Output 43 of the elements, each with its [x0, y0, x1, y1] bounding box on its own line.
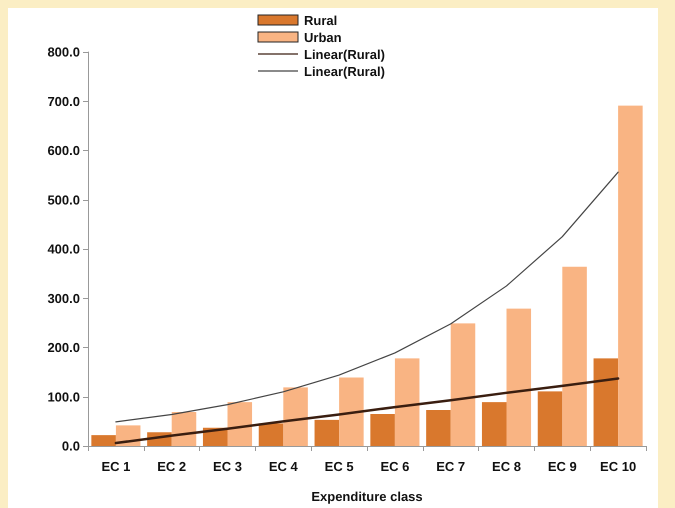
- y-tick-label: 100.0: [47, 389, 80, 404]
- x-tick-label: EC 9: [548, 459, 577, 474]
- y-tick-label: 300.0: [47, 290, 80, 306]
- bar: [450, 323, 476, 446]
- bar: [594, 358, 618, 446]
- y-tick-label: 0.0: [62, 438, 80, 454]
- y-tick-label: 800.0: [47, 44, 80, 60]
- bar: [314, 420, 340, 446]
- x-tick-label: EC 5: [324, 459, 354, 474]
- legend-label: Linear(Rural): [304, 64, 385, 79]
- bar: [426, 410, 451, 446]
- legend-label: Urban: [304, 30, 342, 45]
- x-tick-label: EC 1: [101, 459, 130, 474]
- bar: [618, 106, 643, 446]
- bar: [394, 358, 420, 446]
- bar: [506, 308, 532, 446]
- bar: [91, 435, 116, 446]
- legend-label: Rural: [304, 13, 338, 28]
- bar: [562, 266, 587, 446]
- bar: [339, 378, 364, 446]
- line-series: [114, 377, 620, 444]
- bar: [538, 391, 562, 446]
- x-tick-label: EC 6: [380, 459, 410, 474]
- x-tick-label: EC 8: [492, 459, 521, 474]
- bar: [172, 412, 196, 446]
- y-tick-label: 500.0: [47, 192, 80, 208]
- x-tick-label: EC 2: [157, 459, 186, 474]
- line-series: [115, 172, 619, 422]
- x-axis-title: Expenditure class: [311, 489, 423, 504]
- y-tick-label: 400.0: [47, 242, 80, 256]
- bar: [370, 414, 395, 446]
- x-tick-label: EC 4: [268, 459, 299, 474]
- x-tick-label: EC 7: [436, 459, 466, 474]
- y-tick-label: 700.0: [47, 94, 80, 109]
- legend-label: Linear(Rural): [304, 47, 385, 62]
- y-tick-label: 200.0: [47, 340, 80, 355]
- bar: [482, 402, 506, 446]
- bar: [228, 402, 252, 446]
- y-tick-label: 600.0: [47, 143, 80, 158]
- x-tick-label: EC 10: [600, 459, 636, 474]
- bar: [258, 423, 284, 446]
- bar: [283, 387, 308, 446]
- x-tick-label: EC 3: [213, 459, 242, 474]
